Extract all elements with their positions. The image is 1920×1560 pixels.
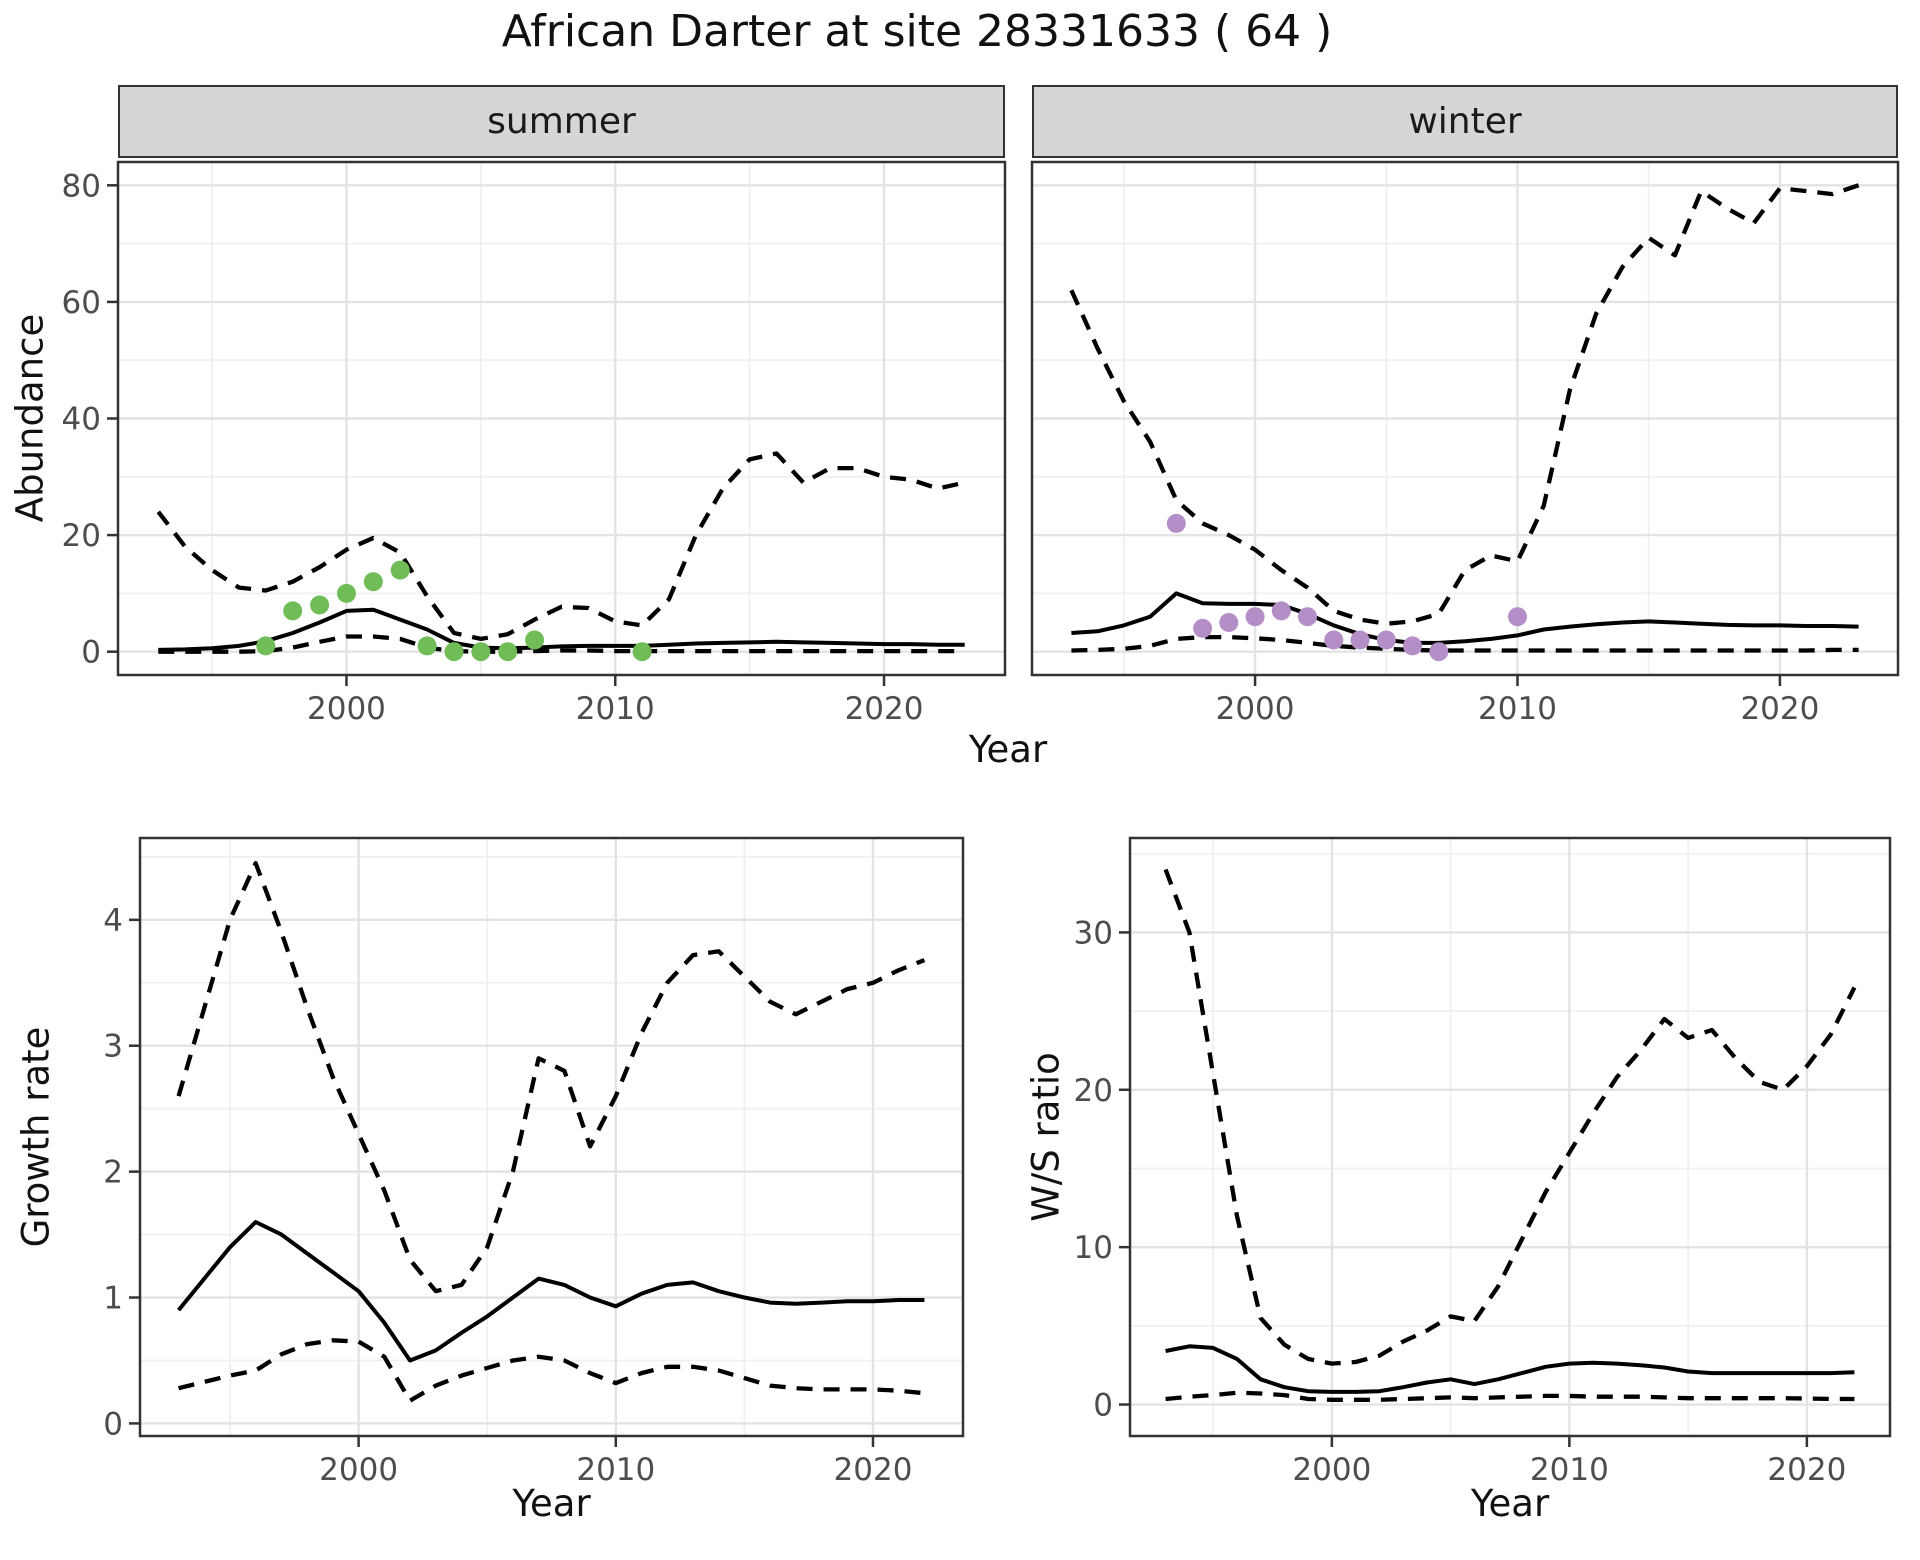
abundance-winter-observed-count-point [1193, 618, 1213, 638]
y-tick-label: 30 [1074, 915, 1113, 951]
ws-ratio-upper-credible-limit-line [1163, 868, 1857, 1366]
abundance-summer-observed-count-point [525, 630, 545, 650]
ws-ratio-modelled-median-line [1165, 1344, 1855, 1394]
abundance-winter-observed-count-point [1508, 607, 1527, 627]
abundance-summer-observed-count-point [498, 642, 518, 662]
x-tick-label: 2010 [1530, 1452, 1609, 1488]
x-tick-label: 2020 [845, 691, 924, 727]
abundance-summer-observed-count-point [390, 560, 410, 580]
abundance-summer-upper-credible-limit-line [156, 451, 966, 642]
abundance-winter-observed-count-point [1429, 642, 1449, 662]
abundance-summer-observed-count-point [310, 595, 330, 615]
abundance-summer-observed-count-point [283, 601, 303, 621]
x-tick-label: 2020 [1767, 1452, 1846, 1488]
growth-rate-modelled-median-line [177, 1220, 925, 1363]
abundance-winter-panel: 2000 2010 2020 [1030, 160, 1900, 727]
y-tick-label: 0 [103, 1406, 123, 1442]
x-tick-label: 2000 [1216, 691, 1295, 727]
x-tick-label: 2020 [834, 1452, 913, 1488]
abundance-winter-observed-count-point [1271, 601, 1291, 621]
x-axis-title-growth: Year [512, 1482, 591, 1525]
ws-ratio-panel: 2000 2010 2020 0 10 20 30 [1074, 836, 1892, 1488]
abundance-winter-border [1030, 160, 1900, 677]
chart-title: African Darter at site 28331633 ( 64 ) [501, 6, 1333, 57]
growth-rate-lower-credible-limit-line [178, 1338, 925, 1403]
y-axis-title-ws-ratio: W/S ratio [1024, 1052, 1068, 1222]
abundance-winter-upper-credible-limit-line [1069, 183, 1860, 626]
y-axis-title-growth-rate: Growth rate [14, 1026, 58, 1248]
y-tick-label: 2 [103, 1155, 123, 1191]
abundance-summer-modelled-median-line [158, 607, 965, 652]
facet-strip-summer-label: summer [487, 101, 636, 142]
y-tick-label: 0 [81, 635, 101, 671]
abundance-summer-lower-credible-limit-line [158, 634, 965, 654]
growth-rate-panel: 2000 2010 2020 0 1 2 3 4 [103, 836, 965, 1488]
facet-strip-winter: winter [1032, 85, 1898, 158]
abundance-winter-observed-count-point [1350, 630, 1370, 650]
abundance-summer-observed-count-point [471, 642, 491, 662]
abundance-summer-observed-count-point [337, 583, 356, 603]
x-tick-label: 2000 [1292, 1452, 1371, 1488]
x-tick-label: 2010 [576, 1452, 655, 1488]
abundance-winter-lower-credible-limit-line [1071, 634, 1859, 653]
abundance-summer-observed-count-point [256, 636, 276, 656]
y-tick-label: 20 [62, 518, 101, 554]
y-tick-label: 40 [62, 402, 101, 438]
x-tick-label: 2000 [307, 691, 386, 727]
abundance-summer-observed-count-point [444, 642, 464, 662]
x-tick-label: 2010 [576, 691, 655, 727]
ws-ratio-background [1130, 838, 1890, 1436]
x-axis-title-top: Year [968, 728, 1048, 771]
y-tick-label: 3 [103, 1029, 123, 1065]
growth-rate-upper-credible-limit-line [176, 861, 926, 1294]
y-tick-label: 0 [1093, 1388, 1113, 1424]
y-axis-title-abundance: Abundance [8, 313, 52, 523]
y-tick-label: 80 [62, 168, 101, 204]
growth-rate-border [138, 836, 965, 1438]
abundance-winter-observed-count-point [1298, 607, 1317, 627]
abundance-winter-observed-count-point [1324, 630, 1344, 650]
x-axis-title-ws: Year [1470, 1482, 1550, 1525]
abundance-winter-modelled-median-line [1071, 591, 1859, 645]
abundance-summer-panel: 2000 2010 2020 0 20 40 60 80 [62, 160, 1007, 727]
facet-strip-summer: summer [118, 85, 1005, 158]
abundance-winter-observed-count-point [1166, 513, 1186, 533]
y-tick-label: 10 [1074, 1230, 1113, 1266]
y-tick-label: 4 [103, 903, 123, 939]
x-tick-label: 2000 [319, 1452, 398, 1488]
abundance-winter-observed-count-point [1403, 636, 1422, 656]
abundance-summer-observed-count-point [632, 642, 652, 662]
y-tick-label: 20 [1074, 1073, 1113, 1109]
abundance-summer-observed-count-point [363, 572, 383, 592]
growth-rate-background [140, 838, 963, 1436]
ws-ratio-lower-credible-limit-line [1165, 1390, 1855, 1402]
y-tick-label: 60 [62, 285, 101, 321]
abundance-summer-observed-count-point [417, 636, 437, 656]
x-tick-label: 2020 [1740, 691, 1819, 727]
abundance-winter-observed-count-point [1219, 613, 1239, 632]
abundance-winter-observed-count-point [1376, 630, 1396, 650]
x-tick-label: 2010 [1478, 691, 1557, 727]
facet-strip-winter-label: winter [1408, 101, 1522, 142]
abundance-winter-observed-count-point [1245, 607, 1265, 627]
ws-ratio-border [1128, 836, 1892, 1438]
y-tick-label: 1 [103, 1281, 123, 1317]
